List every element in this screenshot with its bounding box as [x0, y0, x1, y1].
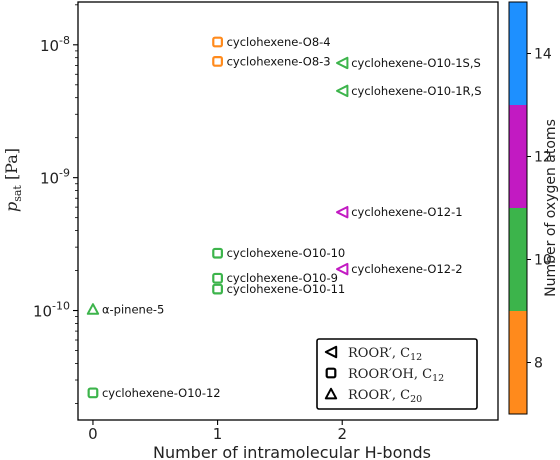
legend-marker: [325, 367, 337, 379]
y-tick-label: 10-10: [33, 300, 70, 321]
point-label: cyclohexene-O10-1R,S: [351, 84, 481, 98]
x-axis-label: Number of intramolecular H-bonds: [153, 443, 431, 460]
x-tick-label: 0: [88, 425, 98, 443]
point-label: α-pinene-5: [102, 302, 164, 316]
colorbar-band: [509, 208, 527, 311]
data-point: [212, 283, 223, 295]
point-label: cyclohexene-O12-2: [351, 262, 462, 276]
colorbar-frame: [508, 1, 528, 415]
point-label: cyclohexene-O10-9: [227, 271, 338, 285]
colorbar-label: Number of oxygen atoms: [543, 119, 559, 297]
legend-entry-label: ROOR′, C20: [348, 388, 422, 405]
data-point: [86, 303, 100, 315]
legend-marker: [324, 387, 338, 400]
y-tick-label: 10-8: [40, 34, 70, 55]
data-points: [86, 36, 349, 399]
data-point: [87, 387, 99, 399]
point-labels: cyclohexene-O8-4 cyclohexene-O8-3 cyclohex…: [102, 35, 482, 400]
colorbar-tick-label: 8: [534, 356, 543, 372]
data-point: [212, 247, 223, 259]
data-point: [336, 84, 349, 98]
data-point: [212, 36, 223, 48]
data-point: [212, 56, 223, 67]
colorbar-band: [509, 2, 527, 105]
legend-marker: [324, 345, 338, 359]
colorbar-band: [509, 105, 527, 208]
legend-entry-label: ROOR′OH, C12: [348, 367, 444, 384]
data-point: [336, 262, 349, 276]
point-label: cyclohexene-O10-11: [227, 282, 346, 296]
colorbar-tick-label: 14: [534, 47, 552, 63]
point-label: cyclohexene-O10-10: [227, 246, 346, 260]
legend-entry-label: ROOR′, C12: [348, 346, 422, 363]
x-tick-label: 1: [213, 425, 223, 443]
colorbar-tick-label: 10: [534, 253, 552, 269]
x-tick-label: 2: [337, 425, 347, 443]
point-label: cyclohexene-O12-1: [351, 205, 462, 219]
legend-box: [316, 338, 478, 410]
y-tick-label: 10-9: [40, 167, 70, 188]
colorbar: 8 10 12 14 Number of oxygen atoms: [508, 1, 559, 415]
point-label: cyclohexene-O8-3: [227, 54, 331, 68]
point-label: cyclohexene-O10-12: [102, 386, 221, 400]
point-label: cyclohexene-O8-4: [227, 35, 331, 49]
data-point: [336, 56, 349, 70]
y-axis-label: psat [Pa]: [2, 148, 24, 212]
axes: 0 1 2 10-10 10-9 10-8 Number of intramolecular…: [2, 4, 431, 460]
data-point: [212, 272, 223, 284]
point-label: cyclohexene-O10-1S,S: [351, 56, 481, 70]
colorbar-band: [509, 311, 527, 414]
legend: ROOR′, C12 ROOR′OH, C12 ROOR′, C20: [316, 338, 478, 410]
data-point: [336, 205, 349, 219]
colorbar-tick-label: 12: [534, 150, 552, 166]
